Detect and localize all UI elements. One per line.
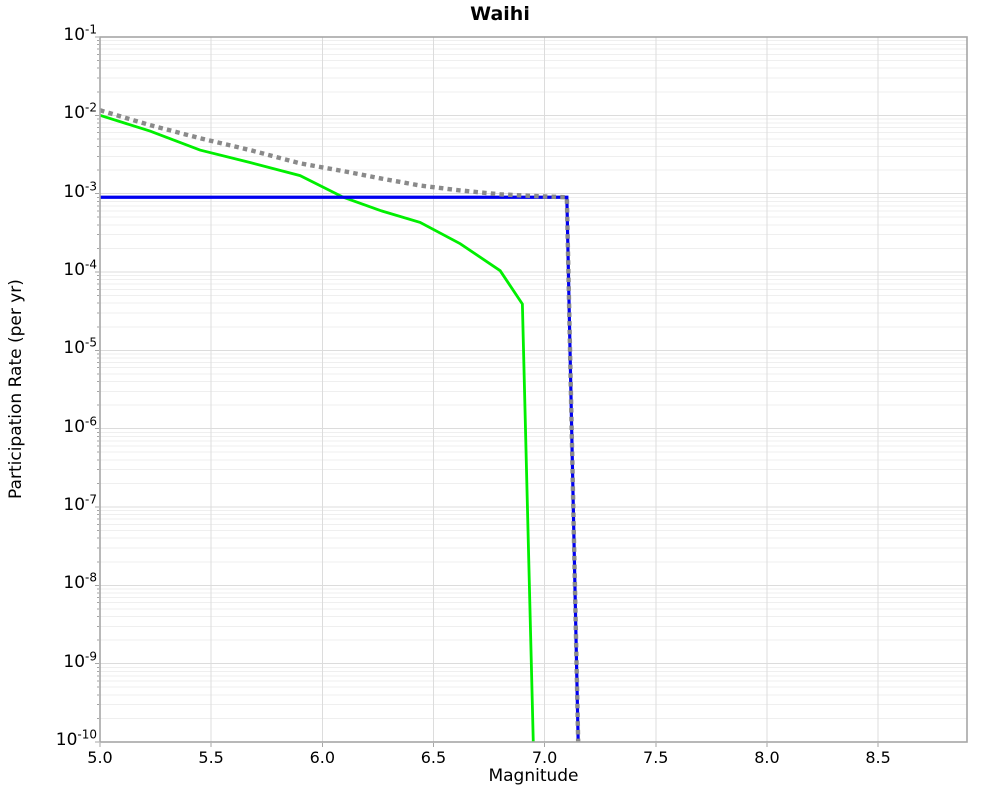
- x-tick-label: 8.0: [754, 748, 780, 767]
- x-tick-label: 5.5: [198, 748, 224, 767]
- chart-title: Waihi: [470, 3, 530, 25]
- y-tick-label: 10-1: [63, 22, 97, 45]
- y-tick-label: 10-2: [63, 100, 97, 124]
- y-axis-label: Participation Rate (per yr): [6, 279, 26, 499]
- y-tick-label: 10-6: [63, 414, 97, 437]
- y-tick-label: 10-3: [63, 179, 97, 202]
- x-tick-label: 7.5: [643, 748, 669, 767]
- x-axis-label: Magnitude: [488, 766, 579, 786]
- y-tick-label: 10-10: [55, 727, 97, 750]
- y-tick-label: 10-8: [63, 570, 97, 594]
- x-tick-label: 6.0: [309, 748, 336, 767]
- x-tick-label: 7.0: [531, 748, 558, 767]
- series-green-solid-line: [99, 113, 535, 743]
- x-tick-label: 8.5: [865, 748, 891, 767]
- series-gray-dotted-line: [99, 108, 581, 743]
- x-tick-label: 5.0: [87, 748, 113, 767]
- x-tick-label: 6.5: [420, 748, 447, 767]
- axis-frame: [99, 36, 968, 743]
- y-tick-label: 10-5: [63, 335, 97, 359]
- plot-background: [100, 37, 967, 742]
- y-tick-label: 10-4: [63, 257, 97, 280]
- y-tick-label: 10-7: [63, 492, 97, 515]
- y-tick-label: 10-9: [63, 649, 97, 672]
